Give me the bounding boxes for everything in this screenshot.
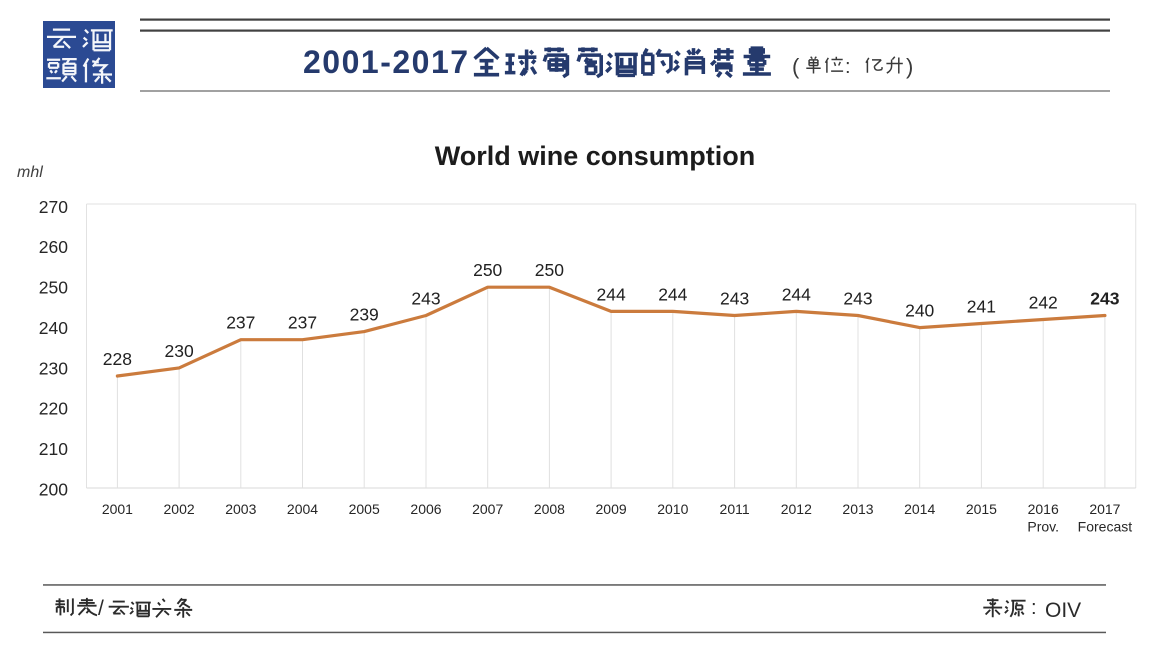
svg-text:Forecast: Forecast	[1078, 519, 1133, 535]
svg-text:2011: 2011	[720, 501, 750, 517]
svg-text:OIV: OIV	[1045, 599, 1081, 622]
svg-text:2013: 2013	[842, 501, 873, 517]
svg-text:(: (	[792, 54, 800, 79]
svg-text:237: 237	[288, 313, 317, 333]
svg-text:2006: 2006	[410, 501, 441, 517]
svg-text:243: 243	[411, 288, 440, 308]
svg-text:2016: 2016	[1028, 501, 1059, 517]
svg-text:2003: 2003	[225, 501, 256, 517]
svg-text:228: 228	[103, 349, 132, 369]
svg-text:240: 240	[39, 318, 68, 338]
svg-text:2012: 2012	[781, 501, 812, 517]
svg-text:230: 230	[39, 358, 68, 378]
svg-text:200: 200	[39, 479, 68, 499]
svg-text:241: 241	[967, 296, 996, 316]
svg-text:243: 243	[720, 288, 749, 308]
svg-text:237: 237	[226, 313, 255, 333]
svg-text:Prov.: Prov.	[1027, 519, 1059, 535]
svg-text:): )	[906, 54, 913, 79]
svg-text:2002: 2002	[164, 501, 195, 517]
svg-text:2010: 2010	[657, 501, 688, 517]
svg-text::: :	[845, 56, 851, 78]
svg-text::: :	[1031, 597, 1037, 619]
svg-text:2017: 2017	[1089, 501, 1120, 517]
svg-text:210: 210	[39, 439, 68, 459]
svg-text:244: 244	[658, 284, 687, 304]
svg-text:250: 250	[473, 260, 502, 280]
svg-text:/: /	[98, 597, 104, 620]
svg-text:220: 220	[39, 399, 68, 419]
svg-text:270: 270	[39, 197, 68, 217]
svg-text:2014: 2014	[904, 501, 935, 517]
svg-text:244: 244	[596, 284, 625, 304]
svg-text:240: 240	[905, 301, 934, 321]
svg-text:243: 243	[1090, 288, 1119, 308]
svg-text:250: 250	[535, 260, 564, 280]
svg-text:2015: 2015	[966, 501, 997, 517]
svg-text:244: 244	[782, 284, 811, 304]
svg-text:2005: 2005	[349, 501, 380, 517]
svg-text:250: 250	[39, 278, 68, 298]
svg-text:2001: 2001	[102, 501, 133, 517]
svg-text:2008: 2008	[534, 501, 565, 517]
svg-text:2004: 2004	[287, 501, 318, 517]
svg-text:2001-2017: 2001-2017	[303, 44, 470, 80]
svg-text:230: 230	[164, 341, 193, 361]
svg-text:239: 239	[350, 305, 379, 325]
svg-text:2009: 2009	[596, 501, 627, 517]
svg-text:2007: 2007	[472, 501, 503, 517]
svg-text:mhl: mhl	[17, 164, 43, 181]
svg-text:260: 260	[39, 237, 68, 257]
svg-text:242: 242	[1029, 292, 1058, 312]
svg-text:243: 243	[843, 288, 872, 308]
svg-text:World wine consumption: World wine consumption	[435, 141, 756, 171]
